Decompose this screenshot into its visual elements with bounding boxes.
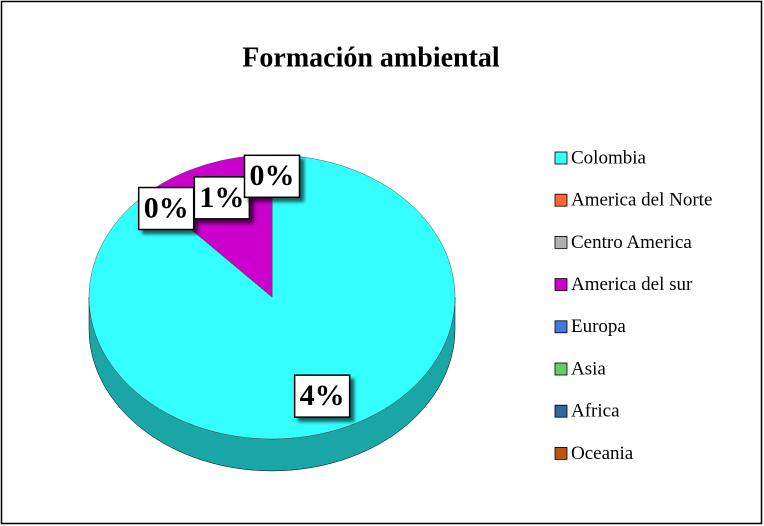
data-label-text: 0% [250,159,295,192]
legend-swatch [554,320,568,334]
legend-swatch [554,446,568,460]
data-label-box [137,186,195,231]
data-label: 4% [293,374,351,418]
data-label-box [193,176,251,220]
data-label-text: 0% [144,191,189,224]
legend-label: America del Norte [571,190,712,211]
legend-label: Centro America [571,232,692,253]
data-label-box [293,374,351,418]
legend-label: Asia [571,358,606,379]
legend-label: Africa [571,401,620,422]
legend-label: America del sur [571,274,693,295]
data-label: 0% [243,154,301,199]
chart-title: Formación ambiental [242,42,500,73]
legend-swatch [554,193,568,207]
data-label: 1% [193,176,251,220]
data-label-box [243,154,301,199]
data-label: 0% [137,186,195,231]
data-label-text: 1% [199,181,244,214]
legend-label: Colombia [571,147,647,168]
legend-swatch [554,362,568,376]
data-labels: 4%0% 1%0% [137,154,351,418]
legend-swatch [554,278,568,292]
legend-swatch [554,235,568,249]
legend-label: Oceania [571,443,634,464]
legend-swatch [554,151,568,165]
data-label-text: 4% [300,379,345,412]
legend-swatch [554,404,568,418]
legend: Colombia America del Norte Centro America A… [554,147,712,464]
legend-label: Europa [571,316,626,337]
